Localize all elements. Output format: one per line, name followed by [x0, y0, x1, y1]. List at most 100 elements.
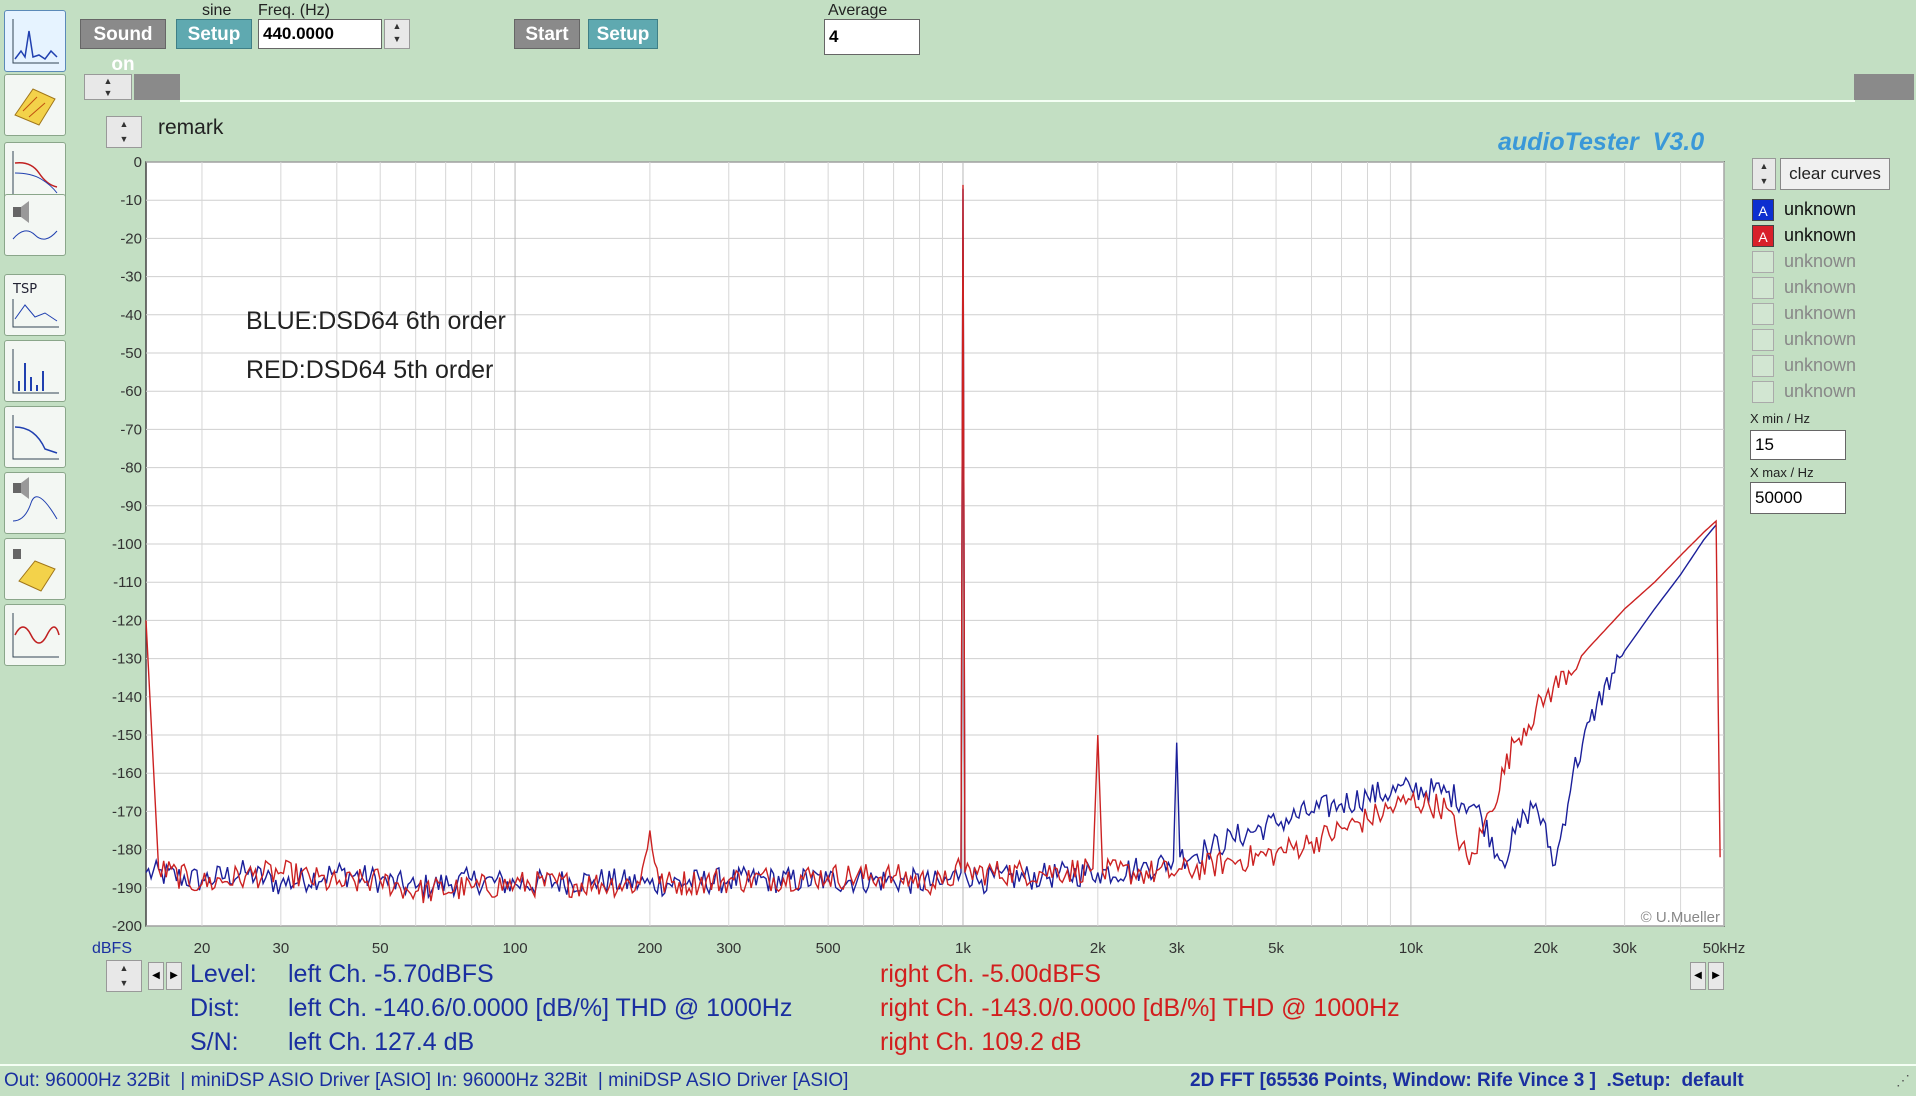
scroll-thumb-right[interactable]	[1854, 74, 1914, 100]
analyzer-setup-button[interactable]: Setup	[588, 19, 658, 49]
x-tick-label: 1k	[955, 940, 971, 957]
right-level-value: right Ch. -5.00dBFS	[880, 960, 1101, 988]
curve-label: unknown	[1784, 303, 1857, 323]
left-toolbar: TSP	[0, 0, 70, 1066]
annotation-blue: BLUE:DSD64 6th order	[246, 307, 506, 335]
x-tick-label: 3k	[1169, 940, 1185, 957]
x-tick-label: 200	[637, 940, 662, 957]
y-tick-label: -150	[112, 727, 142, 744]
right-dist-value: right Ch. -143.0/0.0000 [dB/%] THD @ 100…	[880, 994, 1400, 1022]
copyright-label: © U.Mueller	[1641, 909, 1720, 926]
y-axis-unit-label: dBFS	[92, 940, 132, 957]
readout-next-button[interactable]: ▶	[166, 962, 182, 990]
curve-marker[interactable]	[1752, 381, 1774, 403]
y-tick-label: -80	[120, 460, 142, 477]
readout-stepper[interactable]: ▲ ▼	[106, 960, 142, 992]
status-io-info: Out: 96000Hz 32Bit | miniDSP ASIO Driver…	[4, 1070, 849, 1091]
xmax-label: X max / Hz	[1750, 465, 1814, 480]
sn-label: S/N:	[190, 1028, 239, 1056]
x-tick-label: 5k	[1268, 940, 1284, 957]
y-tick-label: -170	[112, 803, 142, 820]
curve-label: unknown	[1784, 251, 1857, 271]
y-tick-label: -30	[120, 269, 142, 286]
signal-type-label: sine	[202, 2, 232, 19]
resize-grip-icon[interactable]: ⋰	[1896, 1072, 1910, 1088]
tool-scope-icon[interactable]	[4, 604, 66, 666]
x-tick-label: 30k	[1613, 940, 1638, 957]
curve-marker[interactable]	[1752, 277, 1774, 299]
curves-stepper[interactable]: ▲ ▼	[1752, 158, 1776, 190]
tool-speaker-icon[interactable]	[4, 194, 66, 256]
readout-prev-button[interactable]: ◀	[148, 962, 164, 990]
y-tick-label: 0	[134, 154, 142, 171]
curve-label: unknown	[1784, 277, 1857, 297]
curve-marker[interactable]: A	[1752, 225, 1774, 247]
start-button[interactable]: Start	[514, 19, 580, 49]
y-tick-label: -70	[120, 421, 142, 438]
generator-setup-button[interactable]: Setup	[176, 19, 252, 49]
scroll-thumb-left[interactable]	[134, 74, 180, 100]
tool-waterfall-icon[interactable]	[4, 538, 66, 600]
curve-marker[interactable]: A	[1752, 199, 1774, 221]
tab-stepper[interactable]: ▲ ▼	[84, 74, 132, 100]
y-tick-label: -40	[120, 307, 142, 324]
level-label: Level:	[190, 960, 257, 988]
status-analysis-info: 2D FFT [65536 Points, Window: Rife Vince…	[1190, 1070, 1744, 1091]
curve-label: unknown	[1784, 381, 1857, 401]
clear-curves-button[interactable]: clear curves	[1780, 158, 1890, 190]
curve-marker[interactable]	[1752, 303, 1774, 325]
chart-grid	[146, 161, 1725, 927]
y-tick-label: -90	[120, 498, 142, 515]
y-tick-label: -20	[120, 230, 142, 247]
xmax-input[interactable]: 50000	[1750, 482, 1846, 514]
readout-right-next-button[interactable]: ▶	[1708, 962, 1724, 990]
curve-label: unknown	[1784, 225, 1857, 245]
tool-tsp-icon[interactable]: TSP	[4, 274, 66, 336]
y-tick-label: -130	[112, 651, 142, 668]
tool-impedance-icon[interactable]	[4, 472, 66, 534]
xmin-input[interactable]: 15	[1750, 430, 1846, 460]
x-tick-label: 100	[503, 940, 528, 957]
tool-spectrum-icon[interactable]	[4, 340, 66, 402]
frequency-stepper[interactable]: ▲ ▼	[384, 19, 410, 49]
y-tick-label: -190	[112, 880, 142, 897]
left-level-value: left Ch. -5.70dBFS	[288, 960, 494, 988]
chart-series	[145, 184, 1721, 904]
y-tick-label: -100	[112, 536, 142, 553]
series-line-1	[145, 188, 1717, 900]
curve-marker[interactable]	[1752, 329, 1774, 351]
sound-on-button[interactable]: Sound on	[80, 19, 166, 75]
curve-label: unknown	[1784, 199, 1857, 219]
curve-label: unknown	[1784, 329, 1857, 349]
chart-ticks: 0 -10 -20 -30 -40 -50 -60 -70 -80 -90 -100 -110 -120…	[112, 154, 1745, 957]
y-tick-label: -200	[112, 918, 142, 935]
app-title: audioTester V3.0	[1498, 128, 1705, 156]
readout-right-prev-button[interactable]: ◀	[1690, 962, 1706, 990]
y-tick-label: -60	[120, 383, 142, 400]
xmin-label: X min / Hz	[1750, 411, 1810, 426]
left-dist-value: left Ch. -140.6/0.0000 [dB/%] THD @ 1000…	[288, 994, 793, 1022]
y-tick-label: -110	[113, 574, 142, 591]
tool-fft-icon[interactable]	[4, 10, 66, 72]
annotation-red: RED:DSD64 5th order	[246, 356, 493, 384]
x-tick-label: 20	[194, 940, 211, 957]
x-tick-label: 20k	[1534, 940, 1559, 957]
curve-label: unknown	[1784, 355, 1857, 375]
tool-response-icon[interactable]	[4, 142, 66, 204]
y-tick-label: -160	[112, 765, 142, 782]
x-tick-label: 2k	[1090, 940, 1106, 957]
curve-marker[interactable]	[1752, 251, 1774, 273]
x-tick-label: 50kHz	[1703, 940, 1746, 957]
tool-3d-icon[interactable]	[4, 74, 66, 136]
curve-marker[interactable]	[1752, 355, 1774, 377]
remark-stepper[interactable]: ▲ ▼	[106, 116, 142, 148]
average-label: Average	[828, 2, 888, 19]
x-tick-label: 50	[372, 940, 389, 957]
right-sn-value: right Ch. 109.2 dB	[880, 1028, 1082, 1056]
frequency-input[interactable]: 440.0000	[258, 19, 382, 49]
dist-label: Dist:	[190, 994, 240, 1022]
x-tick-label: 10k	[1399, 940, 1424, 957]
average-input[interactable]: 4	[824, 19, 920, 55]
x-tick-label: 30	[272, 940, 289, 957]
tool-filter-icon[interactable]	[4, 406, 66, 468]
